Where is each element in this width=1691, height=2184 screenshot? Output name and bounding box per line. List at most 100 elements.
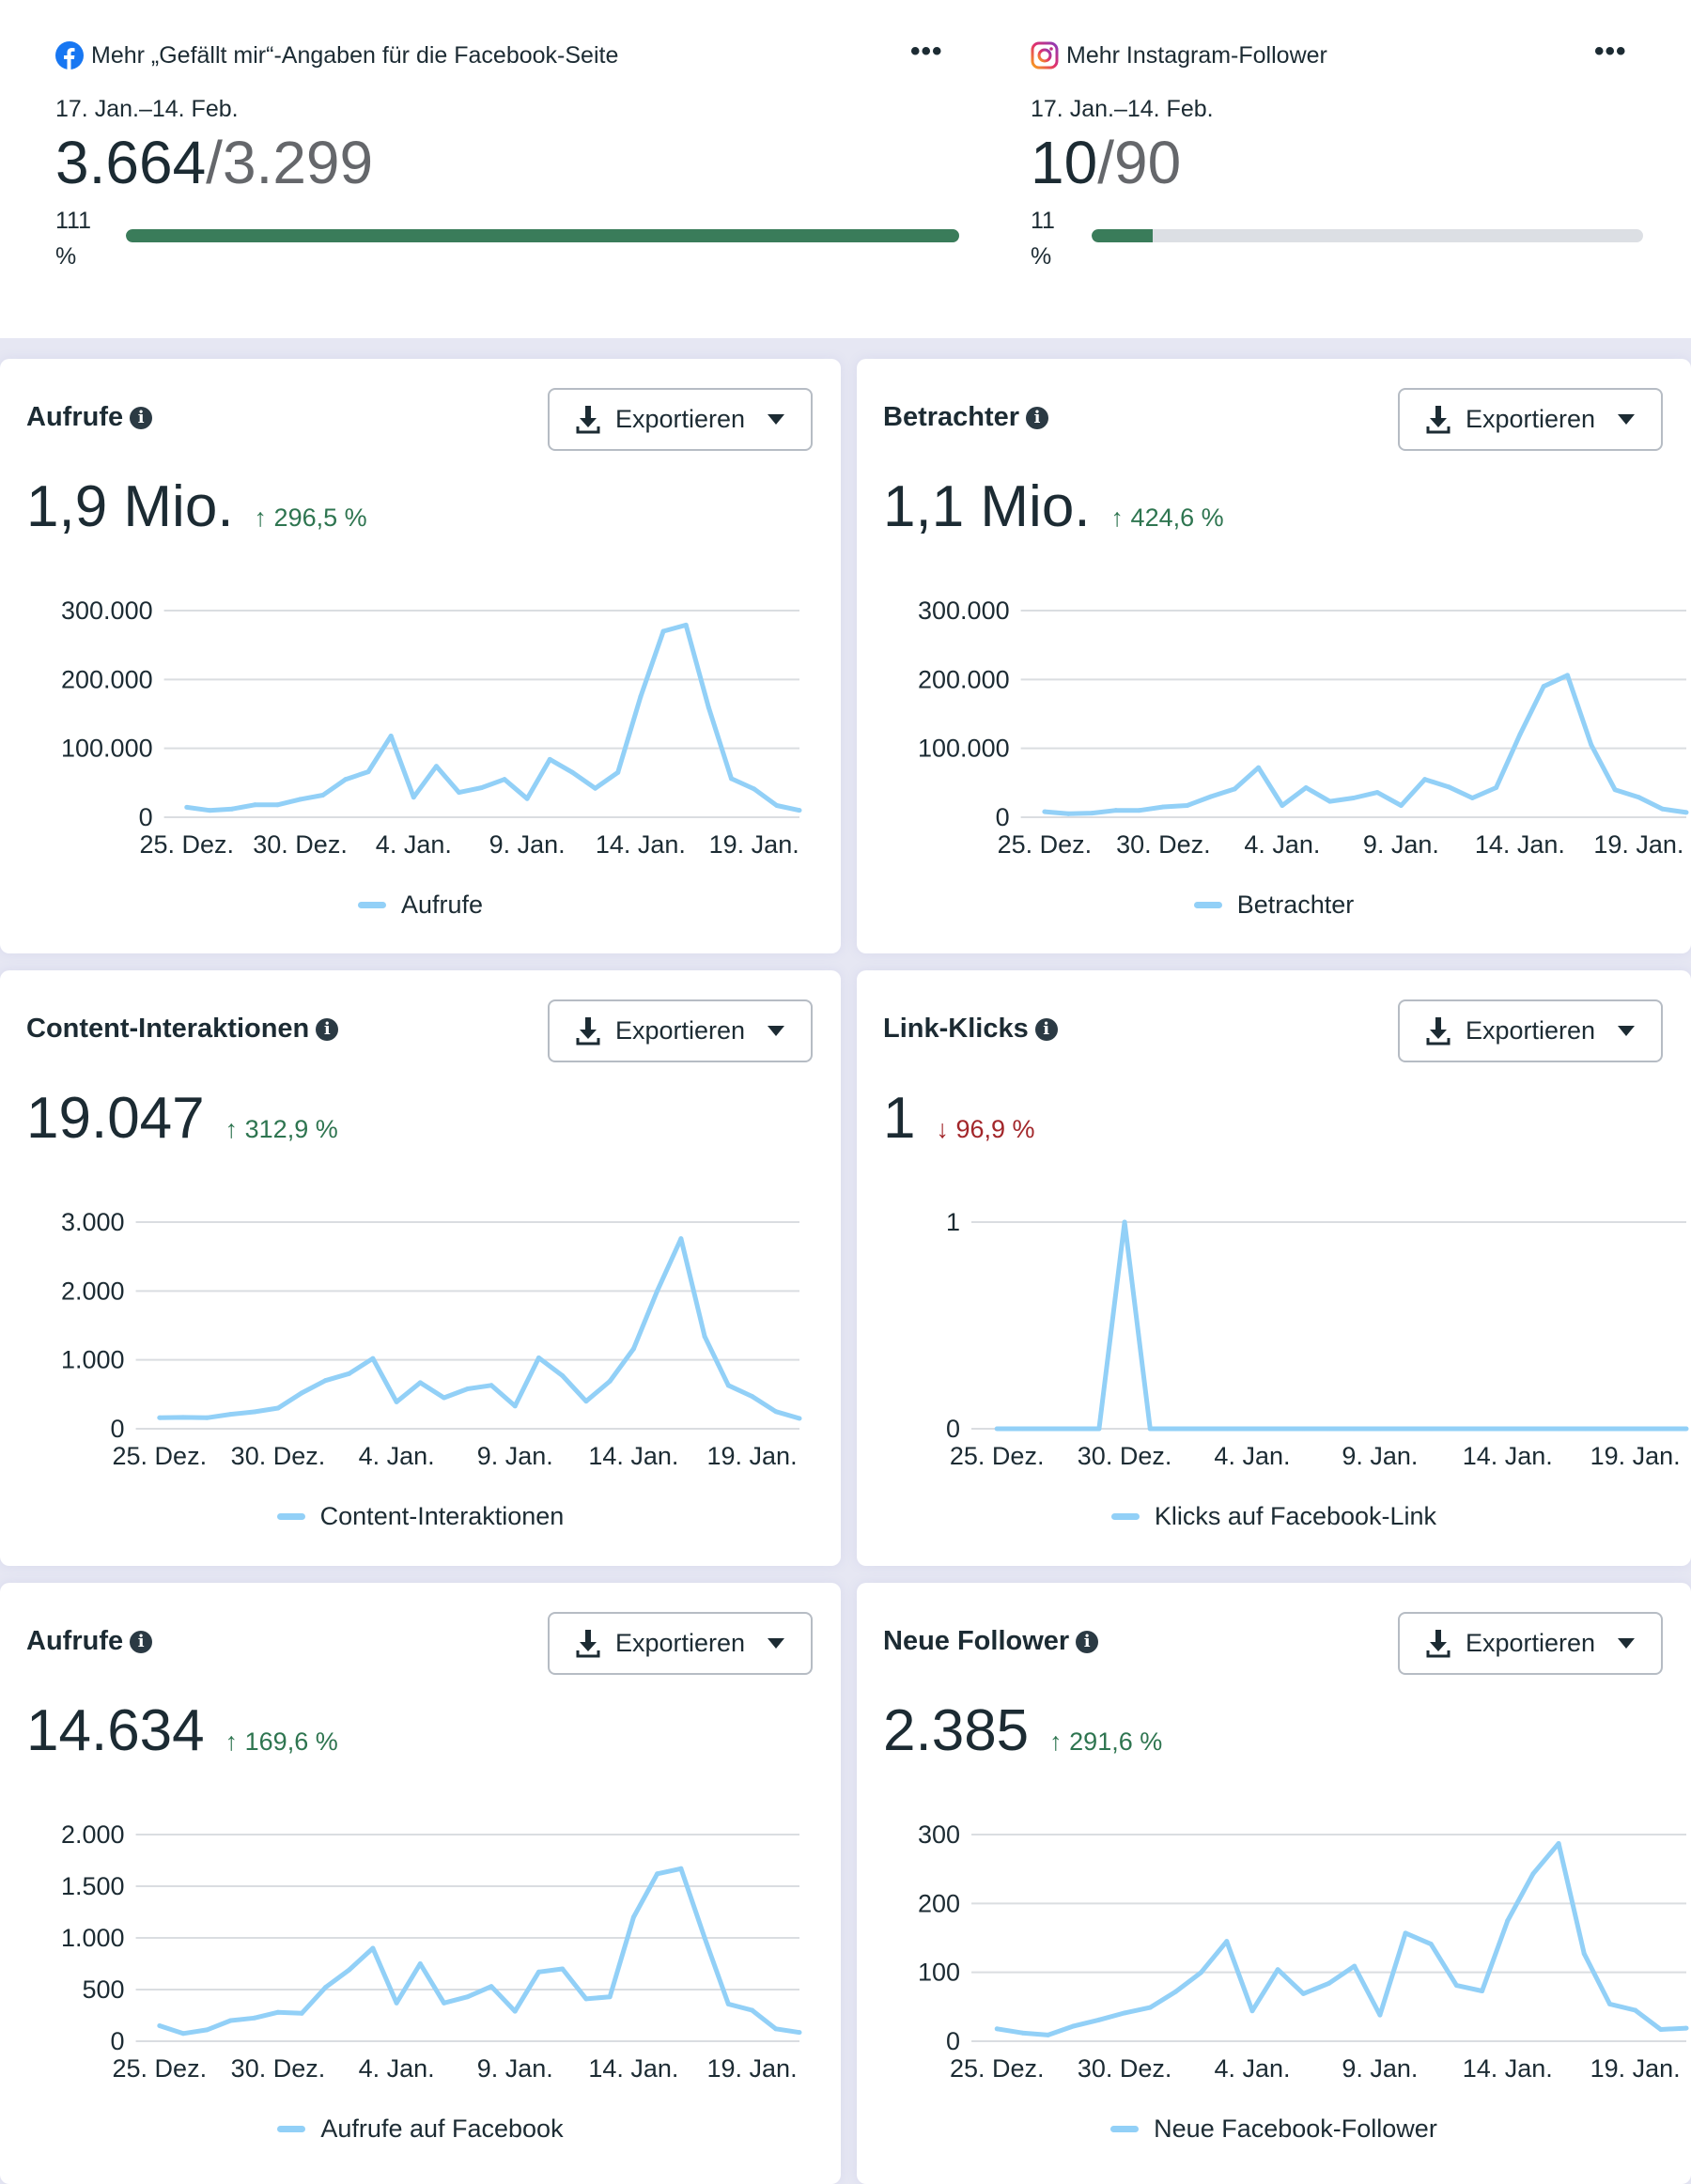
data-point[interactable] [1469, 795, 1475, 800]
data-point[interactable] [1172, 1989, 1178, 1994]
data-point[interactable] [1453, 1983, 1459, 1989]
data-point[interactable] [569, 769, 575, 775]
data-point[interactable] [1658, 2027, 1664, 2033]
data-point[interactable] [750, 1394, 755, 1400]
data-point[interactable] [180, 2031, 186, 2037]
data-point[interactable] [1090, 811, 1095, 816]
export-button[interactable]: Exportieren [548, 388, 813, 451]
data-point[interactable] [797, 1416, 802, 1421]
data-point[interactable] [394, 2000, 399, 2006]
data-point[interactable] [347, 1967, 352, 1973]
data-point[interactable] [1185, 803, 1190, 809]
data-point[interactable] [1633, 1426, 1638, 1432]
data-point[interactable] [1160, 804, 1166, 810]
data-point[interactable] [1352, 1426, 1357, 1432]
data-point[interactable] [750, 2007, 755, 2013]
data-point[interactable] [1541, 684, 1546, 689]
data-point[interactable] [535, 1355, 541, 1360]
data-point[interactable] [1249, 2008, 1255, 2014]
chart-legend[interactable]: Aufrufe auf Facebook [0, 2114, 841, 2144]
more-options-button[interactable]: ••• [910, 36, 943, 67]
data-point[interactable] [702, 1334, 707, 1340]
data-point[interactable] [607, 1994, 613, 2000]
data-point[interactable] [320, 793, 326, 798]
data-point[interactable] [1256, 765, 1262, 770]
data-point[interactable] [655, 1871, 660, 1877]
data-point[interactable] [322, 1985, 328, 1990]
data-point[interactable] [1122, 1219, 1127, 1225]
data-point[interactable] [465, 1994, 471, 2000]
data-point[interactable] [1636, 795, 1641, 800]
data-point[interactable] [729, 776, 735, 782]
data-point[interactable] [227, 1412, 233, 1417]
data-point[interactable] [773, 2026, 779, 2032]
data-point[interactable] [1374, 790, 1380, 796]
data-point[interactable] [1377, 1426, 1383, 1432]
data-point[interactable] [1275, 1967, 1280, 1973]
data-point[interactable] [655, 1288, 660, 1293]
data-point[interactable] [347, 1371, 352, 1376]
data-point[interactable] [1096, 2017, 1102, 2022]
data-point[interactable] [1494, 784, 1499, 790]
data-point[interactable] [725, 2001, 731, 2006]
data-point[interactable] [365, 769, 371, 775]
data-point[interactable] [994, 2026, 1000, 2032]
data-point[interactable] [1300, 1426, 1306, 1432]
data-point[interactable] [299, 1390, 304, 1396]
data-point[interactable] [1300, 1990, 1306, 1996]
data-point[interactable] [157, 2023, 163, 2028]
data-point[interactable] [1249, 1426, 1255, 1432]
data-point[interactable] [1326, 1426, 1331, 1432]
data-point[interactable] [157, 1415, 163, 1420]
data-point[interactable] [1530, 1871, 1536, 1877]
data-point[interactable] [994, 1426, 1000, 1432]
data-point[interactable] [252, 2015, 257, 2021]
data-point[interactable] [706, 705, 711, 710]
data-point[interactable] [465, 1386, 471, 1391]
data-point[interactable] [1113, 808, 1119, 813]
data-point[interactable] [1232, 786, 1237, 792]
data-point[interactable] [702, 1935, 707, 1941]
data-point[interactable] [797, 2030, 802, 2036]
data-point[interactable] [394, 1399, 399, 1404]
data-point[interactable] [229, 806, 235, 812]
data-point[interactable] [1147, 1426, 1153, 1432]
data-point[interactable] [1565, 673, 1571, 678]
data-point[interactable] [1122, 2010, 1127, 2016]
data-point[interactable] [322, 1378, 328, 1384]
data-point[interactable] [560, 1373, 566, 1379]
data-point[interactable] [1326, 1980, 1332, 1986]
data-point[interactable] [560, 1966, 566, 1972]
data-point[interactable] [773, 1409, 779, 1415]
data-point[interactable] [1096, 1426, 1102, 1432]
more-options-button[interactable]: ••• [1594, 36, 1627, 67]
data-point[interactable] [1556, 1841, 1561, 1847]
data-point[interactable] [1071, 1426, 1077, 1432]
data-point[interactable] [388, 733, 394, 738]
data-point[interactable] [583, 1996, 589, 2002]
data-point[interactable] [1683, 2025, 1689, 2031]
data-point[interactable] [1446, 784, 1451, 790]
data-point[interactable] [227, 2018, 233, 2023]
export-button[interactable]: Exportieren [1398, 388, 1663, 451]
info-icon[interactable]: i [316, 1017, 339, 1041]
data-point[interactable] [1428, 1942, 1434, 1947]
data-point[interactable] [1352, 1963, 1357, 1969]
data-point[interactable] [678, 1866, 684, 1871]
data-point[interactable] [660, 628, 666, 634]
data-point[interactable] [1065, 811, 1071, 816]
data-point[interactable] [630, 1914, 636, 1920]
data-point[interactable] [678, 1236, 684, 1242]
chart-legend[interactable]: Neue Facebook-Follower [857, 2114, 1691, 2144]
data-point[interactable] [1199, 1426, 1204, 1432]
data-point[interactable] [411, 795, 416, 800]
data-point[interactable] [1505, 1426, 1511, 1432]
data-point[interactable] [1046, 1426, 1051, 1432]
data-point[interactable] [607, 1378, 613, 1384]
data-point[interactable] [725, 1383, 731, 1388]
data-point[interactable] [1556, 1426, 1561, 1432]
data-point[interactable] [512, 2008, 518, 2014]
data-point[interactable] [1658, 1426, 1664, 1432]
export-button[interactable]: Exportieren [548, 1612, 813, 1675]
data-point[interactable] [252, 1409, 257, 1415]
